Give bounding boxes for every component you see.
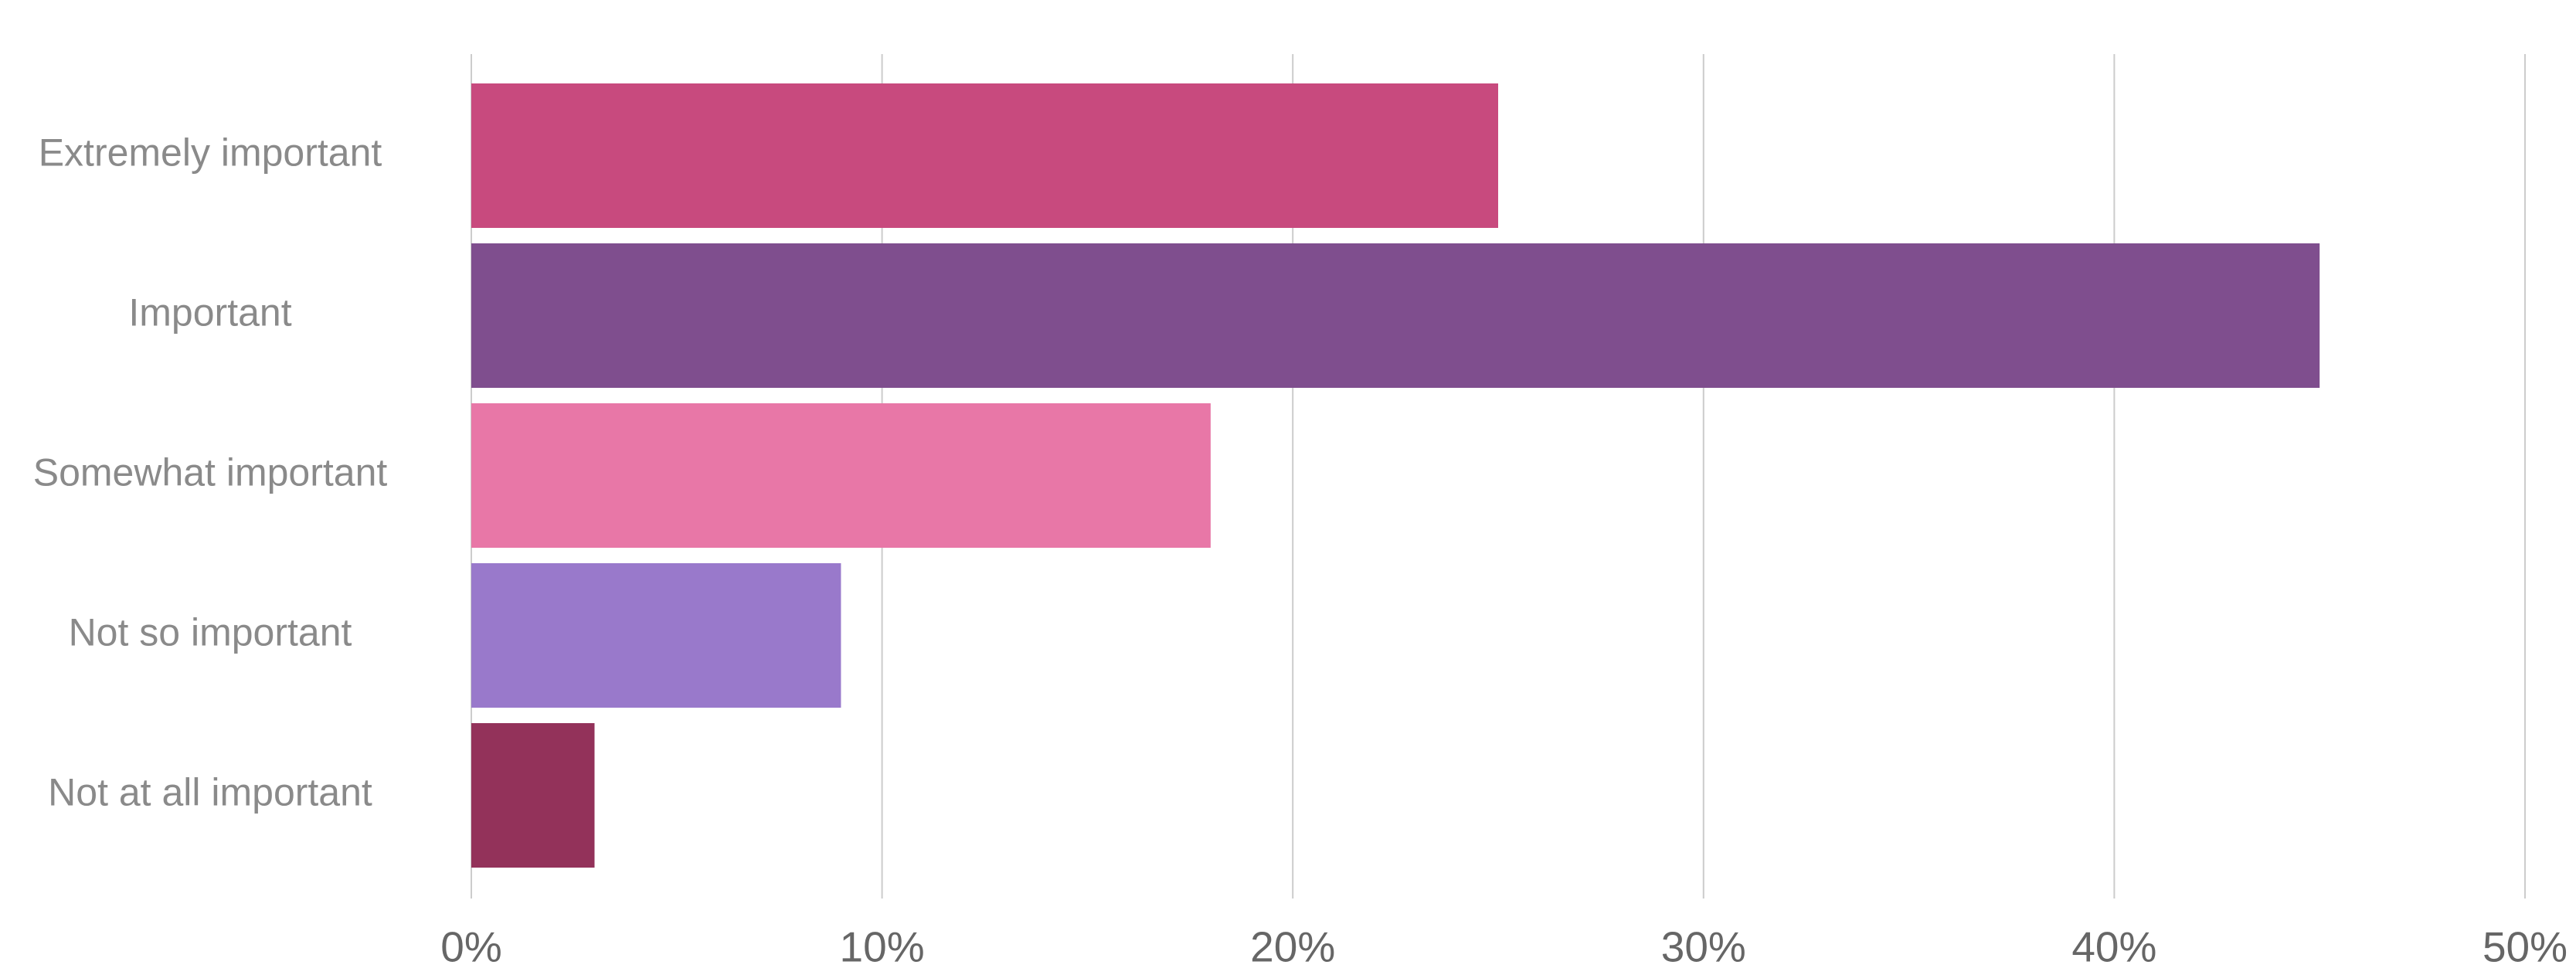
bar (471, 723, 595, 868)
y-tick-label: Important (128, 291, 291, 335)
y-tick-label: Extremely important (39, 131, 382, 175)
x-tick-label: 50% (2483, 923, 2568, 971)
y-tick-label: Not so important (69, 611, 352, 654)
x-tick-label: 10% (840, 923, 925, 971)
y-tick-label: Somewhat important (33, 451, 388, 494)
x-tick-label: 20% (1250, 923, 1335, 971)
bar (471, 83, 1498, 228)
y-tick-label: Not at all important (48, 771, 372, 814)
bar (471, 563, 841, 708)
bar (471, 403, 1211, 548)
x-tick-label: 30% (1661, 923, 1746, 971)
x-tick-label: 0% (440, 923, 502, 971)
bar (471, 243, 2320, 388)
x-tick-label: 40% (2071, 923, 2156, 971)
